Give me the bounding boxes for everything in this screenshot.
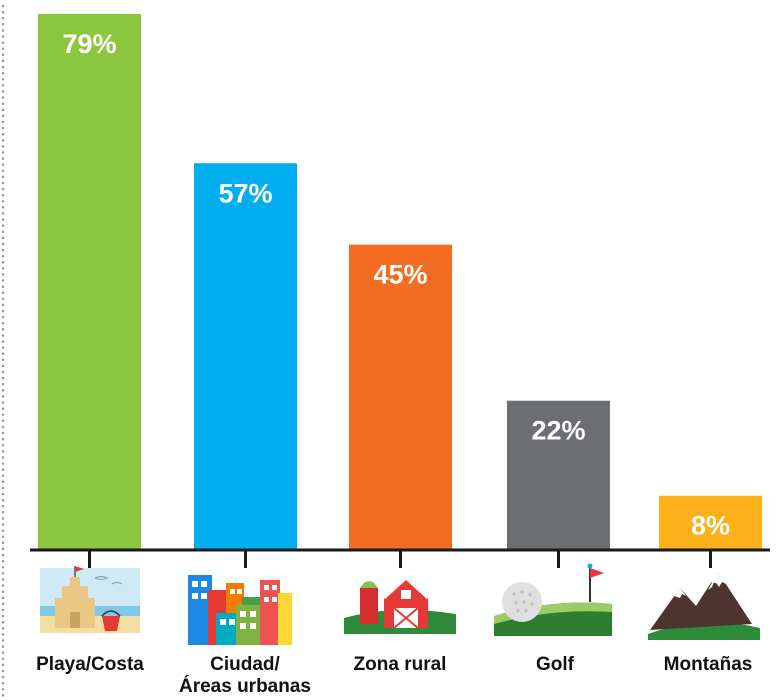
beach-sandcastle-icon [40,566,140,633]
bar-value-label-ciudad: 57% [218,178,272,208]
bar-value-label-golf: 22% [531,416,585,446]
bar-value-label-montanas: 8% [691,511,730,541]
category-label-zona-rural: Zona rural [354,654,447,675]
category-label-ciudad: Ciudad/Áreas urbanas [179,654,311,697]
category-labels: Playa/Costa Ciudad/Áreas urbanas Zona ru… [36,654,752,697]
farm-barn-icon [344,575,456,634]
bar-golf [507,400,610,550]
mountains-icon [648,572,760,640]
bar-value-label-zona-rural: 45% [373,260,427,290]
x-axis-ticks [88,550,712,568]
bar-playa [38,14,141,550]
category-label-ciudad-line: Ciudad/ [210,654,280,675]
category-label-ciudad-line: Áreas urbanas [179,675,311,697]
bar-zona-rural [349,244,452,551]
city-buildings-icon [188,575,292,645]
bar-value-label-playa: 79% [62,29,116,59]
bars-group: 79% 57% 45% 22% 8% [38,14,762,551]
category-label-playa: Playa/Costa [36,654,144,675]
golf-ball-flag-icon [494,563,612,636]
category-label-montanas: Montañas [664,654,753,675]
bar-ciudad [194,163,297,551]
category-label-golf: Golf [536,654,575,675]
bar-montanas [659,495,762,550]
